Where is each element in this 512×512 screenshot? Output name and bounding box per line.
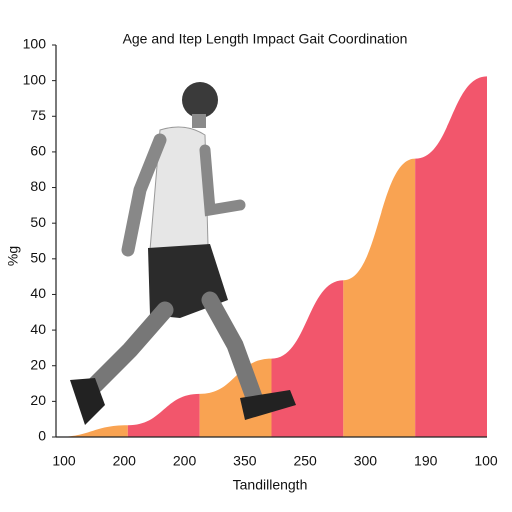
y-tick-label: 50	[30, 214, 46, 230]
y-tick-label: 80	[30, 178, 46, 194]
y-tick-label: 40	[30, 285, 46, 301]
x-tick-label: 350	[233, 453, 257, 469]
y-tick-label: 20	[30, 392, 46, 408]
runner-photo	[70, 82, 296, 425]
y-tick-label: 20	[30, 356, 46, 372]
chart-title: Age and Itep Length Impact Gait Coordina…	[123, 31, 408, 47]
y-tick-label: 60	[30, 143, 46, 159]
area-band	[127, 393, 200, 437]
x-axis-label: Tandillength	[233, 477, 308, 493]
x-tick-label: 100	[474, 453, 498, 469]
y-tick-label: 40	[30, 321, 46, 337]
area-band	[415, 76, 487, 438]
y-tick-label: 75	[30, 107, 46, 123]
x-tick-label: 200	[173, 453, 197, 469]
x-tick-label: 300	[354, 453, 378, 469]
x-tick-label: 200	[113, 453, 137, 469]
y-axis-label: %g	[5, 246, 21, 266]
area-band	[56, 425, 128, 437]
y-tick-label: 50	[30, 250, 46, 266]
y-tick-label: 100	[23, 71, 47, 87]
y-tick-label: 0	[38, 428, 46, 444]
x-tick-label: 190	[414, 453, 438, 469]
area-band	[343, 158, 416, 437]
plot-area	[56, 76, 487, 438]
y-tick-label: 100	[23, 36, 47, 52]
x-tick-label: 250	[293, 453, 317, 469]
area-band	[271, 280, 344, 437]
x-tick-label: 100	[52, 453, 76, 469]
